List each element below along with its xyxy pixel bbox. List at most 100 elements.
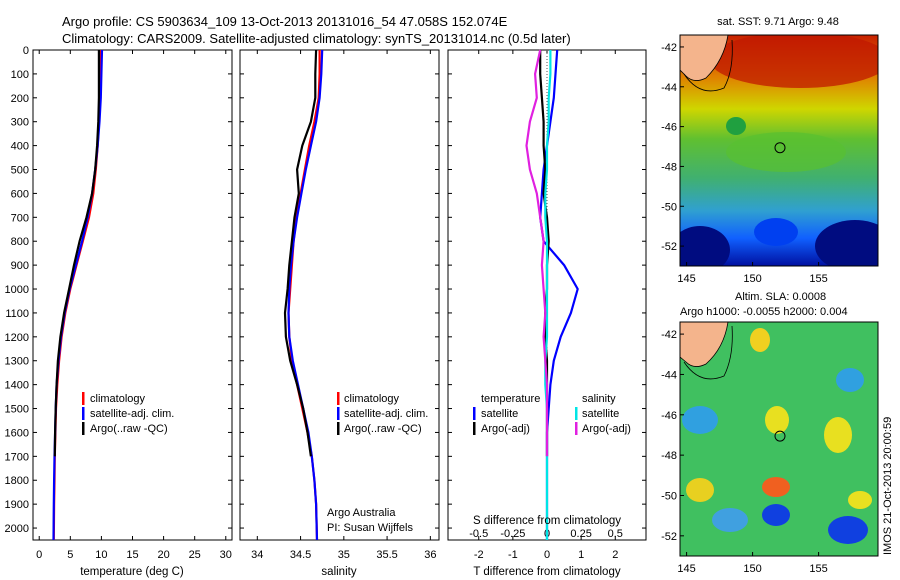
salinity-legend: climatology satellite-adj. clim. Argo(..… [337, 392, 428, 435]
salinity-xlabel: salinity [321, 566, 356, 578]
legend-label-climatology: climatology [90, 393, 146, 405]
legend-swatch-argo [82, 422, 85, 435]
y-tick-label: 900 [11, 260, 29, 272]
lon-tick-label: 145 [677, 563, 695, 575]
y-tick-label: 300 [11, 117, 29, 129]
lat-tick-label: -42 [661, 42, 677, 54]
sla-high-1 [750, 328, 770, 352]
y-tick-label: 600 [11, 188, 29, 200]
y-tick-label: 1800 [5, 475, 29, 487]
x-tick-label-top: -0.5 [469, 528, 488, 540]
series-line-argo-raw-qc- [53, 50, 101, 457]
x-tick-label: -1 [508, 549, 518, 561]
legend-swatch-climatology [82, 392, 85, 405]
lon-tick-label: 155 [809, 563, 827, 575]
sla-lat-ticks: -42 -44 -46 -48 -50 -52 [661, 329, 684, 543]
sst-field [680, 35, 878, 266]
y-tick-label: 400 [11, 141, 29, 153]
y-tick-label: 1500 [5, 404, 29, 416]
sla-low-3 [712, 508, 748, 532]
x-tick-label: 10 [95, 549, 107, 561]
y-tick-label: 1100 [5, 308, 29, 320]
legend-swatch-temp-satellite [473, 407, 476, 420]
lat-tick-label: -50 [661, 490, 677, 502]
sst-map-title: sat. SST: 9.71 Argo: 9.48 [717, 16, 839, 28]
temperature-series [52, 49, 104, 541]
tasmania-land-sla [680, 322, 729, 367]
salinity-depth-ticks [240, 49, 439, 529]
sst-cold-east [815, 220, 878, 266]
sst-warm-patch [710, 35, 878, 88]
temperature-panel: 0100200300400500600700800900100011001200… [5, 45, 233, 578]
y-tick-label: 1600 [5, 427, 29, 439]
y-tick-label: 100 [11, 69, 29, 81]
x-tick-label-top: -0.25 [500, 528, 525, 540]
figure-title-line1: Argo profile: CS 5903634_109 13-Oct-2013… [62, 14, 508, 29]
float-position-marker [774, 142, 786, 154]
sst-lat-ticks: -42 -44 -46 -48 -50 -52 [661, 42, 684, 253]
temperature-axis-ticks: 0 5 10 15 20 25 30 [36, 50, 232, 561]
salinity-panel: 34 34.5 35 35.5 36 salinity climatology sate… [239, 49, 440, 578]
legend-label-argo: Argo(..raw -QC) [90, 423, 168, 435]
legend-label-sal-argo: Argo(-adj) [582, 423, 631, 435]
series-line-salinity-satellite [544, 50, 552, 540]
x-tick-label: 1 [578, 549, 584, 561]
legend-label-sal-satellite: satellite [582, 408, 619, 420]
sst-map-frame [679, 34, 879, 267]
x-tick-label: 34.5 [290, 549, 311, 561]
sst-contour [683, 39, 733, 92]
salinity-plot-frame [239, 49, 440, 541]
salinity-series [283, 49, 324, 541]
sst-map: sat. SST: 9.71 Argo: 9.48 -42 -44 -46 -48 -5… [661, 16, 879, 285]
sla-field [680, 322, 878, 556]
lat-tick-label: -52 [661, 531, 677, 543]
legend-label-climatology: climatology [344, 393, 400, 405]
t-difference-xlabel: T difference from climatology [473, 566, 620, 578]
sla-map-title-line2: Argo h1000: -0.0055 h2000: 0.004 [680, 306, 848, 318]
sla-lon-ticks: 145 150 155 [677, 552, 828, 575]
lon-tick-label: 150 [743, 563, 761, 575]
y-tick-label: 800 [11, 236, 29, 248]
y-tick-label: 1300 [5, 356, 29, 368]
temperature-legend: climatology satellite-adj. clim. Argo(..… [82, 392, 174, 435]
sst-cold-west [680, 226, 730, 266]
lat-tick-label: -48 [661, 161, 677, 173]
legend-swatch-climatology [337, 392, 340, 405]
lat-tick-label: -50 [661, 201, 677, 213]
lon-tick-label: 155 [809, 273, 827, 285]
x-tick-label-top: 0.25 [570, 528, 591, 540]
x-tick-label: 35 [338, 549, 350, 561]
s-difference-xlabel: S difference from climatology [473, 515, 621, 527]
sla-low-4 [762, 504, 790, 526]
legend-label-satellite: satellite-adj. clim. [90, 408, 174, 420]
temperature-plot-frame [32, 49, 233, 541]
sst-front [726, 132, 846, 172]
legend-swatch-temp-argo [473, 422, 476, 435]
legend-title-temperature: temperature [481, 393, 540, 405]
y-tick-label: 1900 [5, 499, 29, 511]
legend-label-argo: Argo(..raw -QC) [344, 423, 422, 435]
lon-tick-label: 145 [677, 273, 695, 285]
y-tick-label: 1700 [5, 451, 29, 463]
y-tick-label: 2000 [5, 523, 29, 535]
legend-label-temp-satellite: satellite [481, 408, 518, 420]
sla-low-1 [682, 406, 718, 434]
x-tick-label: 2 [612, 549, 618, 561]
x-tick-label: 35.5 [376, 549, 397, 561]
y-tick-label: 1400 [5, 380, 29, 392]
legend-label-temp-argo: Argo(-adj) [481, 423, 530, 435]
sla-high-2 [765, 406, 789, 434]
y-tick-label: 700 [11, 212, 29, 224]
lat-tick-label: -48 [661, 450, 677, 462]
legend-swatch-satellite [82, 407, 85, 420]
x-tick-label: 15 [126, 549, 138, 561]
legend-label-satellite: satellite-adj. clim. [344, 408, 428, 420]
series-line-climatology [52, 50, 102, 541]
y-tick-label: 200 [11, 93, 29, 105]
sla-high-4 [686, 478, 714, 502]
sla-map-title-line1: Altim. SLA: 0.0008 [735, 291, 826, 303]
salinity-axis-ticks: 34 34.5 35 35.5 36 [251, 50, 436, 561]
sst-lon-ticks: 145 150 155 [677, 262, 828, 285]
sla-map: Altim. SLA: 0.0008 Argo h1000: -0.0055 h… [661, 291, 879, 575]
